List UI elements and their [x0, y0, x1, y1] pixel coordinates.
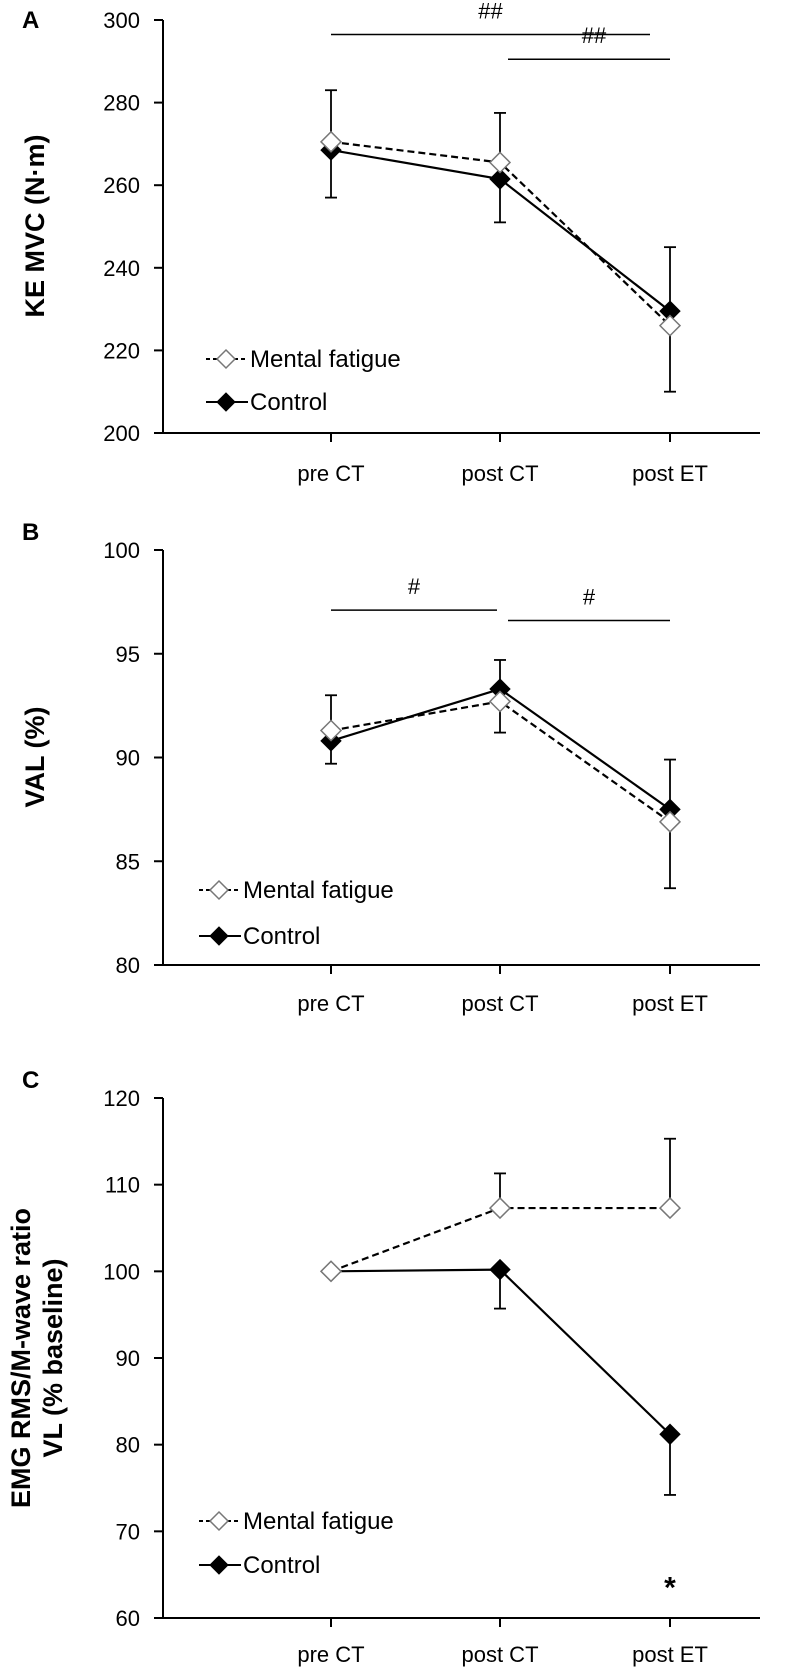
legend-label-mental-fatigue: Mental fatigue [243, 1508, 394, 1535]
x-tick-label-1: post CT [461, 461, 538, 486]
mental-fatigue-point [488, 690, 512, 713]
mental-fatigue-point [658, 810, 682, 833]
y-tick-label: 110 [105, 1173, 140, 1198]
y-tick-label: 95 [116, 642, 140, 667]
y-tick-label: 280 [103, 91, 140, 116]
y-tick-label: 85 [116, 849, 140, 874]
legend-marker-mental-fatigue [208, 1510, 230, 1532]
x-tick-label-2: post ET [632, 1642, 708, 1667]
mental-fatigue-point [319, 130, 343, 153]
significance-label: ## [478, 0, 503, 23]
x-tick-label-1: post CT [461, 1642, 538, 1667]
panel-c: C EMG RMS/M-wave ratio VL (% baseline) 60 70… [6, 1067, 760, 1667]
x-tick-label-0: pre CT [297, 461, 364, 486]
legend-label-control: Control [250, 389, 327, 416]
mental-fatigue-point [319, 719, 343, 742]
x-tick-label-0: pre CT [297, 1642, 364, 1667]
y-tick-label: 100 [103, 1259, 140, 1284]
panel-letter: A [22, 7, 39, 34]
y-axis-label: KE MVC (N·m) [20, 135, 50, 318]
control-point [659, 1423, 681, 1445]
legend-marker-control [209, 1555, 229, 1575]
panel-b: B VAL (%) 80 85 90 95 100 pre CT post CT post ET #… [20, 519, 760, 1016]
series-mental-fatigue [325, 694, 676, 890]
y-tick-label: 100 [103, 538, 140, 563]
x-tick-label-2: post ET [632, 991, 708, 1016]
legend: Mental fatigue Control [199, 1508, 394, 1579]
significance-label: # [408, 574, 421, 599]
legend: Mental fatigue Control [199, 877, 394, 950]
significance-label: ## [582, 23, 607, 48]
y-axis-label-line2: VL (% baseline) [38, 1258, 68, 1457]
y-tick-label: 120 [103, 1086, 140, 1111]
y-tick-label: 80 [116, 1433, 140, 1458]
series-control [494, 1269, 676, 1496]
legend-label-mental-fatigue: Mental fatigue [243, 877, 394, 904]
y-axis-label: EMG RMS/M-wave ratio [6, 1208, 36, 1508]
y-tick-label: 200 [103, 421, 140, 446]
x-tick-label-0: pre CT [297, 991, 364, 1016]
y-tick-label: 260 [103, 173, 140, 198]
panel-letter: B [22, 519, 39, 546]
legend-marker-mental-fatigue [215, 348, 237, 370]
y-tick-label: 90 [116, 746, 140, 771]
legend-label-control: Control [243, 923, 320, 950]
y-tick-label: 90 [116, 1346, 140, 1371]
y-tick-label: 80 [116, 953, 140, 978]
x-tick-label-1: post CT [461, 991, 538, 1016]
legend-label-mental-fatigue: Mental fatigue [250, 346, 401, 373]
mental-fatigue-point [488, 151, 512, 174]
y-tick-label: 60 [116, 1606, 140, 1631]
y-tick-label: 300 [103, 8, 140, 33]
mental-fatigue-point [658, 314, 682, 337]
mental-fatigue-point [658, 1197, 682, 1220]
y-tick-label: 70 [116, 1519, 140, 1544]
control-point [489, 1258, 511, 1281]
x-tick-label-2: post ET [632, 461, 708, 486]
panel-a: A KE MVC (N·m) 200 220 240 260 280 300 pre CT pos… [20, 0, 760, 486]
legend-label-control: Control [243, 1552, 320, 1579]
legend-marker-mental-fatigue [208, 879, 230, 901]
mental-fatigue-point [488, 1197, 512, 1220]
series-mental-fatigue [494, 1137, 676, 1209]
panel-letter: C [22, 1067, 39, 1094]
control-point [489, 168, 511, 190]
y-tick-label: 240 [103, 256, 140, 281]
legend: Mental fatigue Control [206, 346, 401, 416]
significance-star: * [664, 1571, 676, 1604]
legend-marker-control [209, 926, 229, 946]
y-tick-label: 220 [103, 338, 140, 363]
y-axis-label: VAL (%) [20, 707, 50, 808]
mental-fatigue-point [319, 1260, 343, 1283]
legend-marker-control [216, 392, 236, 412]
significance-label: # [583, 585, 596, 610]
